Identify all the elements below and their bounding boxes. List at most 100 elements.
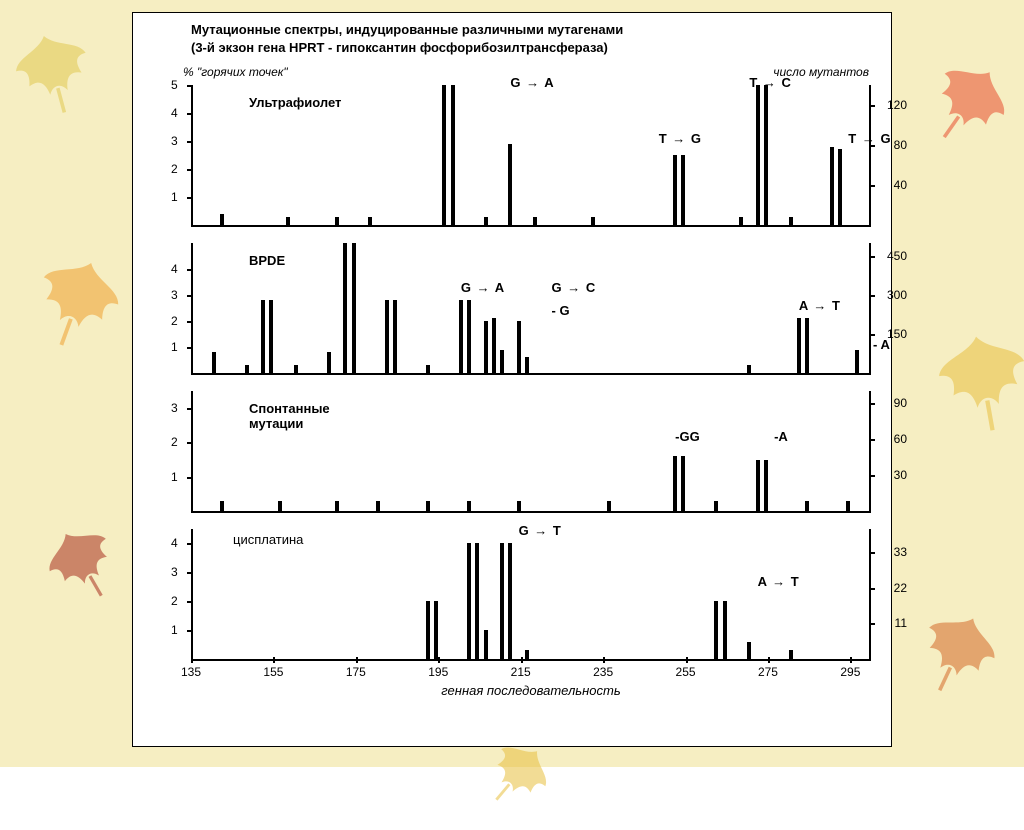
bar xyxy=(533,217,537,225)
y2-tick-label: 30 xyxy=(894,468,907,482)
x-tick-label: 135 xyxy=(181,665,201,679)
bar xyxy=(278,501,282,511)
y-tick-label: 3 xyxy=(171,565,178,579)
bar xyxy=(459,300,463,373)
bar xyxy=(747,642,751,659)
y2-tick xyxy=(869,105,875,107)
y-tick xyxy=(187,295,193,297)
mutation-annotation: - A xyxy=(873,337,890,352)
mutation-annotation: -GG xyxy=(675,429,700,444)
bar xyxy=(467,300,471,373)
bar xyxy=(855,350,859,373)
x-tick xyxy=(686,657,688,663)
chart-title: Мутационные спектры, индуцированные разл… xyxy=(191,21,623,56)
bar xyxy=(681,456,685,511)
mutation-annotation: G → T xyxy=(519,523,561,538)
bar xyxy=(714,601,718,659)
bar xyxy=(442,85,446,225)
y-tick xyxy=(187,169,193,171)
bar xyxy=(467,501,471,511)
y-tick xyxy=(187,601,193,603)
bar xyxy=(681,155,685,225)
y2-tick xyxy=(869,623,875,625)
bar xyxy=(517,501,521,511)
y2-tick-label: 33 xyxy=(894,545,907,559)
bar xyxy=(789,650,793,659)
x-tick-label: 175 xyxy=(346,665,366,679)
bar xyxy=(484,321,488,373)
y2-tick xyxy=(869,588,875,590)
bar xyxy=(269,300,273,373)
chart-card: Мутационные спектры, индуцированные разл… xyxy=(132,12,892,747)
y-tick xyxy=(187,113,193,115)
bar xyxy=(500,350,504,373)
bar xyxy=(508,144,512,225)
y2-tick-label: 80 xyxy=(894,138,907,152)
bar xyxy=(525,357,529,373)
bar xyxy=(591,217,595,225)
bar xyxy=(714,501,718,511)
panel: Спонтанныемутации123306090-GG-A xyxy=(191,391,871,513)
bar xyxy=(220,214,224,225)
bar xyxy=(723,601,727,659)
x-tick-label: 235 xyxy=(593,665,613,679)
bar xyxy=(335,217,339,225)
bar xyxy=(376,501,380,511)
panels-container: Ультрафиолет123454080120G → AT → CT → GT… xyxy=(191,85,871,677)
y-tick-label: 2 xyxy=(171,162,178,176)
bar xyxy=(739,217,743,225)
y2-tick xyxy=(869,185,875,187)
bar xyxy=(607,501,611,511)
mutation-annotation: T → G xyxy=(659,131,701,146)
bar xyxy=(673,456,677,511)
mutation-annotation: -A xyxy=(774,429,788,444)
x-axis-label: генная последовательность xyxy=(191,683,871,698)
y-tick-label: 3 xyxy=(171,288,178,302)
bar xyxy=(426,501,430,511)
x-tick xyxy=(850,657,852,663)
bar xyxy=(764,85,768,225)
y2-tick xyxy=(869,334,875,336)
panel-title: цисплатина xyxy=(233,532,303,547)
x-tick-label: 275 xyxy=(758,665,778,679)
bar xyxy=(673,155,677,225)
y-tick-label: 2 xyxy=(171,435,178,449)
y-tick-label: 4 xyxy=(171,262,178,276)
mutation-annotation: T → G xyxy=(848,131,890,146)
y-tick-label: 2 xyxy=(171,594,178,608)
y-tick xyxy=(187,321,193,323)
y2-tick xyxy=(869,439,875,441)
mutation-annotation: A → T xyxy=(799,298,840,313)
bar xyxy=(764,460,768,511)
y2-tick-label: 90 xyxy=(894,396,907,410)
y-tick-label: 1 xyxy=(171,623,178,637)
y-tick xyxy=(187,269,193,271)
bar xyxy=(434,601,438,659)
x-tick-label: 155 xyxy=(263,665,283,679)
y2-tick-label: 22 xyxy=(894,581,907,595)
x-tick-label: 255 xyxy=(676,665,696,679)
y-tick xyxy=(187,572,193,574)
y-tick xyxy=(187,543,193,545)
y2-tick xyxy=(869,475,875,477)
bar xyxy=(393,300,397,373)
y-tick xyxy=(187,197,193,199)
y-tick xyxy=(187,141,193,143)
y2-tick xyxy=(869,403,875,405)
bar xyxy=(756,85,760,225)
y-tick-label: 5 xyxy=(171,78,178,92)
y-tick xyxy=(187,477,193,479)
bar xyxy=(245,365,249,373)
y-tick-label: 3 xyxy=(171,401,178,415)
bar xyxy=(426,365,430,373)
bar xyxy=(475,543,479,659)
bar xyxy=(343,243,347,373)
bar xyxy=(805,501,809,511)
bar xyxy=(294,365,298,373)
y-tick-label: 1 xyxy=(171,470,178,484)
x-tick-label: 295 xyxy=(840,665,860,679)
y2-tick-label: 11 xyxy=(895,616,907,630)
title-line-1: Мутационные спектры, индуцированные разл… xyxy=(191,21,623,39)
bar xyxy=(805,318,809,373)
bar xyxy=(517,321,521,373)
